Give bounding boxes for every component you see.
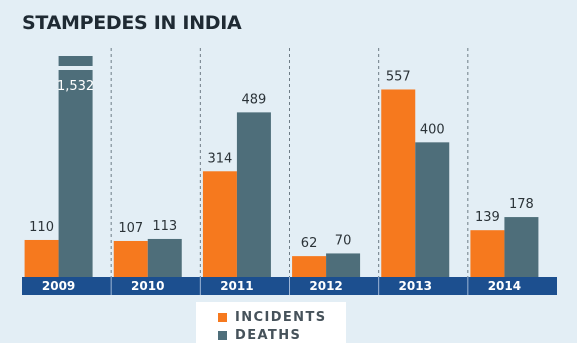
data-label-deaths-2010: 113 [152,219,177,234]
legend-item-deaths: DEATHS [218,326,346,343]
x-tick-label-2012: 2012 [309,279,342,293]
data-label-incidents-2014: 139 [475,210,500,225]
data-label-incidents-2009: 110 [29,220,54,235]
chart-title: STAMPEDES IN INDIA [22,12,242,34]
data-label-deaths-2014: 178 [509,197,534,212]
legend-swatch-deaths [218,330,227,340]
bar-deaths-2014 [504,217,539,277]
bar-deaths-2011 [236,112,271,278]
data-label-deaths-2009: 1,532 [57,79,94,94]
legend-label-deaths: DEATHS [235,327,302,343]
legend-label-incidents: INCIDENTS [235,309,327,325]
bar-deaths-2013 [415,142,450,277]
data-label-deaths-2011: 489 [242,92,267,107]
x-tick-label-2011: 2011 [220,279,253,293]
bar-incidents-2012 [292,256,327,277]
data-label-incidents-2012: 62 [301,236,318,251]
data-label-deaths-2013: 400 [420,122,445,137]
bar-incidents-2011 [202,171,237,277]
data-label-incidents-2013: 557 [386,69,411,84]
bar-incidents-2010 [113,240,148,277]
x-tick-label-2014: 2014 [488,279,521,293]
bar-incidents-2014 [470,230,505,277]
legend-item-incidents: INCIDENTS [218,308,346,326]
x-tick-label-2013: 2013 [399,279,432,293]
bar-deaths-2012 [326,253,361,277]
bar-deaths-2010 [147,238,182,277]
legend-swatch-incidents [218,312,227,322]
bar-deaths-2009 [58,56,93,277]
data-label-deaths-2012: 70 [335,233,352,248]
bar-incidents-2013 [381,89,416,277]
bar-break-mark [57,66,94,70]
bar-incidents-2009 [24,239,59,277]
chart-legend: INCIDENTS DEATHS [196,302,346,343]
x-tick-label-2009: 2009 [42,279,75,293]
data-label-incidents-2010: 107 [118,221,143,236]
data-label-incidents-2011: 314 [208,151,233,166]
x-tick-label-2010: 2010 [131,279,164,293]
